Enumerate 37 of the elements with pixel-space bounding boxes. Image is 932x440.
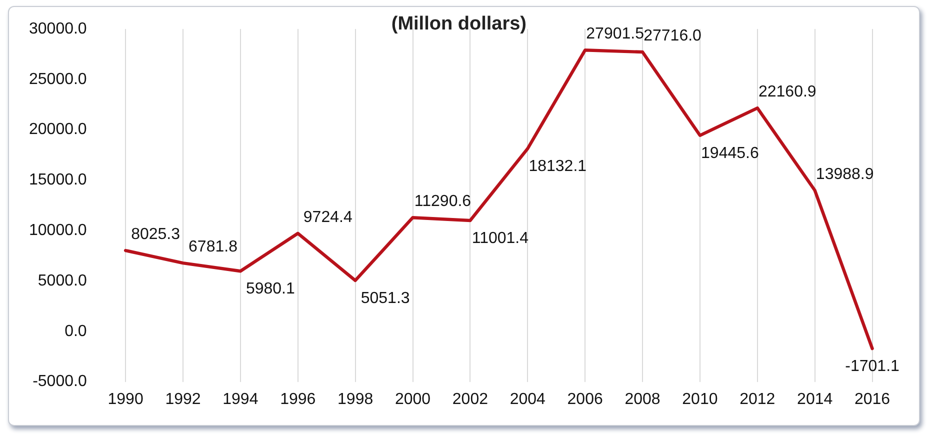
x-tick-label: 1998 bbox=[338, 390, 374, 408]
y-tick-label: 30000.0 bbox=[28, 20, 87, 38]
data-label: 8025.3 bbox=[131, 226, 180, 243]
x-tick-label: 2010 bbox=[682, 390, 718, 408]
y-tick-label: 10000.0 bbox=[28, 222, 87, 240]
x-tick-label: 1994 bbox=[222, 390, 258, 408]
x-tick-label: 2008 bbox=[624, 390, 660, 408]
data-label: 22160.9 bbox=[758, 83, 816, 100]
data-label: 11290.6 bbox=[414, 192, 472, 210]
y-tick-label: 5000.0 bbox=[38, 272, 87, 290]
y-tick-label: 0.0 bbox=[64, 322, 87, 340]
data-label: 6781.8 bbox=[188, 238, 238, 256]
y-tick-label: 20000.0 bbox=[28, 121, 87, 138]
data-label: 27901.5 bbox=[586, 26, 644, 43]
data-label: 5051.3 bbox=[360, 290, 410, 307]
x-tick-label: 2016 bbox=[854, 390, 890, 408]
x-tick-label: 1990 bbox=[108, 390, 144, 408]
x-tick-label: 2002 bbox=[452, 390, 488, 408]
x-tick-label: 2014 bbox=[797, 390, 833, 408]
data-label: 27716.0 bbox=[644, 27, 702, 44]
data-label: 9724.4 bbox=[303, 208, 352, 226]
data-label: 18132.1 bbox=[528, 158, 587, 176]
y-tick-label: 15000.0 bbox=[28, 172, 87, 189]
data-label: 11001.4 bbox=[472, 230, 529, 247]
x-tick-label: 2012 bbox=[740, 390, 776, 408]
x-tick-label: 1996 bbox=[280, 390, 316, 408]
x-tick-label: 2004 bbox=[510, 390, 546, 408]
x-tick-label: 1992 bbox=[165, 390, 201, 408]
x-tick-label: 2000 bbox=[394, 390, 431, 408]
data-label: 5980.1 bbox=[246, 280, 296, 298]
data-label: 13988.9 bbox=[816, 166, 874, 183]
y-tick-label: -5000.0 bbox=[32, 373, 87, 390]
y-tick-label: 25000.0 bbox=[28, 70, 87, 88]
chart-title: (Millon dollars) bbox=[391, 14, 526, 35]
data-label: 19445.6 bbox=[701, 144, 759, 162]
x-tick-label: 2006 bbox=[567, 390, 603, 408]
data-label: -1701.1 bbox=[845, 358, 900, 375]
